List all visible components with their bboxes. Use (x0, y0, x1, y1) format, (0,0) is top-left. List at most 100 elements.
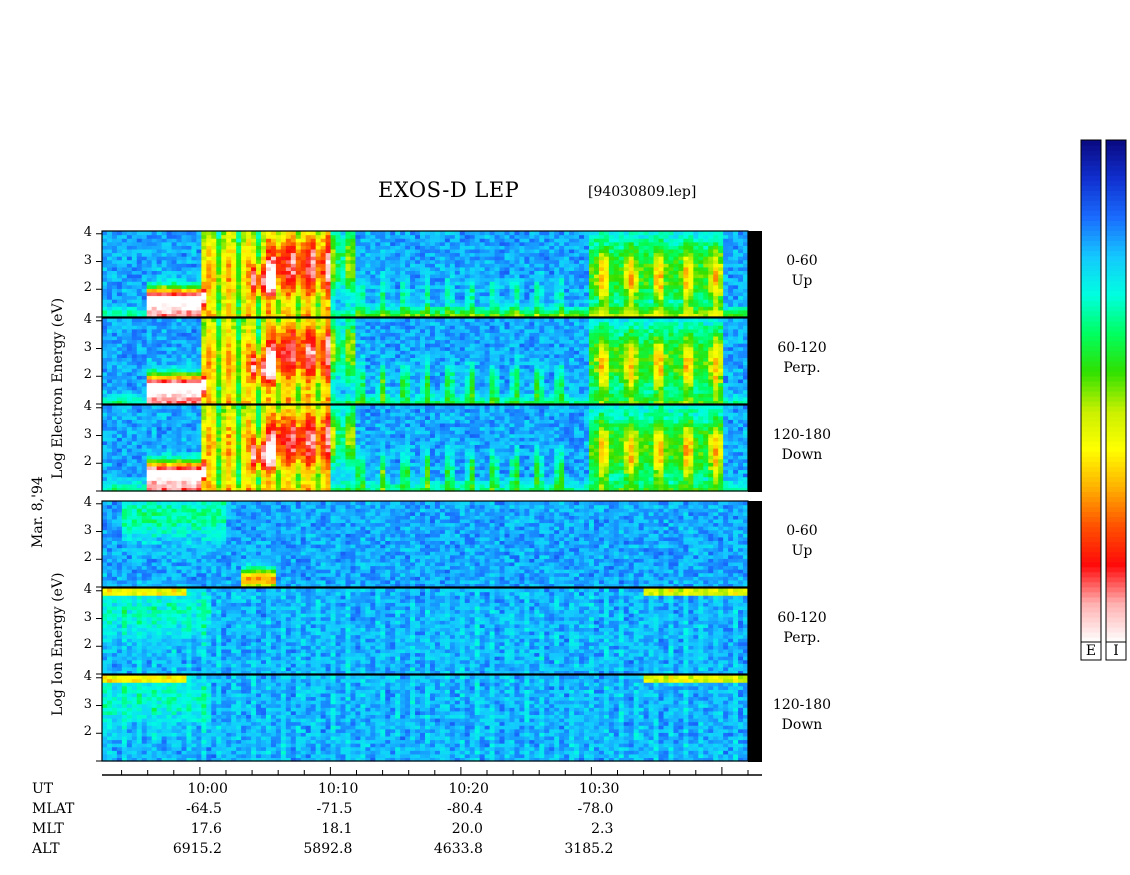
heatmap-cell (395, 278, 401, 282)
heatmap-cell (614, 260, 620, 264)
heatmap-cell (281, 249, 287, 253)
heatmap-cell (241, 292, 247, 296)
heatmap-cell (306, 296, 312, 300)
heatmap-cell (281, 292, 287, 296)
heatmap-cell (201, 270, 207, 274)
heatmap-cell (271, 361, 277, 365)
heatmap-cell (127, 292, 133, 296)
heatmap-cell (564, 278, 570, 282)
heatmap-cell (500, 285, 506, 289)
heatmap-cell (644, 267, 650, 271)
heatmap-cell (470, 306, 476, 310)
heatmap-cell (117, 390, 123, 394)
heatmap-cell (256, 383, 262, 387)
heatmap-cell (226, 322, 232, 326)
heatmap-cell (713, 303, 719, 307)
heatmap-cell (102, 245, 108, 249)
heatmap-cell (336, 393, 342, 397)
heatmap-cell (127, 249, 133, 253)
heatmap-cell (529, 245, 535, 249)
heatmap-cell (375, 343, 381, 347)
heatmap-cell (177, 238, 183, 242)
heatmap-cell (420, 256, 426, 260)
heatmap-cell (360, 306, 366, 310)
heatmap-cell (380, 350, 386, 354)
heatmap-cell (589, 245, 595, 249)
heatmap-cell (345, 372, 351, 376)
heatmap-cell (251, 296, 257, 300)
heatmap-cell (132, 303, 138, 307)
heatmap-cell (430, 274, 436, 278)
heatmap-cell (251, 318, 257, 322)
heatmap-cell (380, 354, 386, 358)
heatmap-cell (296, 322, 302, 326)
heatmap-cell (345, 281, 351, 285)
heatmap-cell (167, 375, 173, 379)
heatmap-cell (107, 263, 113, 267)
heatmap-cell (182, 310, 188, 314)
heatmap-cell (485, 306, 491, 310)
heatmap-cell (291, 274, 297, 278)
heatmap-cell (147, 368, 153, 372)
heatmap-cell (256, 270, 262, 274)
heatmap-cell (524, 235, 530, 239)
heatmap-cell (196, 340, 202, 344)
heatmap-cell (718, 303, 724, 307)
heatmap-cell (445, 238, 451, 242)
heatmap-cell (201, 361, 207, 365)
heatmap-cell (321, 270, 327, 274)
heatmap-cell (370, 238, 376, 242)
heatmap-cell (529, 299, 535, 303)
heatmap-cell (614, 310, 620, 314)
heatmap-cell (281, 343, 287, 347)
heatmap-cell (261, 390, 267, 394)
heatmap-cell (191, 322, 197, 326)
heatmap-cell (201, 249, 207, 253)
heatmap-cell (445, 318, 451, 322)
heatmap-cell (236, 288, 242, 292)
heatmap-cell (634, 285, 640, 289)
heatmap-cell (246, 245, 252, 249)
heatmap-cell (266, 329, 272, 333)
heatmap-cell (405, 274, 411, 278)
heatmap-cell (112, 390, 118, 394)
heatmap-cell (276, 325, 282, 329)
heatmap-cell (420, 267, 426, 271)
heatmap-cell (718, 299, 724, 303)
heatmap-cell (649, 238, 655, 242)
heatmap-cell (360, 332, 366, 336)
heatmap-cell (673, 242, 679, 246)
heatmap-cell (246, 375, 252, 379)
heatmap-cell (544, 278, 550, 282)
heatmap-cell (117, 278, 123, 282)
heatmap-cell (624, 303, 630, 307)
heatmap-cell (435, 322, 441, 326)
heatmap-cell (167, 354, 173, 358)
heatmap-cell (360, 249, 366, 253)
heatmap-cell (455, 267, 461, 271)
heatmap-cell (708, 231, 714, 235)
heatmap-cell (450, 357, 456, 361)
heatmap-cell (435, 231, 441, 235)
heatmap-cell (341, 365, 347, 369)
heatmap-cell (281, 306, 287, 310)
heatmap-cell (678, 238, 684, 242)
heatmap-cell (201, 288, 207, 292)
heatmap-cell (400, 303, 406, 307)
heatmap-cell (375, 354, 381, 358)
heatmap-cell (321, 249, 327, 253)
heatmap-cell (112, 306, 118, 310)
heatmap-cell (425, 361, 431, 365)
heatmap-cell (256, 393, 262, 397)
heatmap-cell (410, 253, 416, 257)
heatmap-cell (286, 332, 292, 336)
heatmap-cell (107, 340, 113, 344)
heatmap-cell (664, 296, 670, 300)
heatmap-cell (177, 347, 183, 351)
heatmap-cell (375, 361, 381, 365)
heatmap-cell (132, 270, 138, 274)
heatmap-cell (440, 368, 446, 372)
heatmap-cell (286, 281, 292, 285)
heatmap-cell (350, 249, 356, 253)
heatmap-cell (505, 249, 511, 253)
